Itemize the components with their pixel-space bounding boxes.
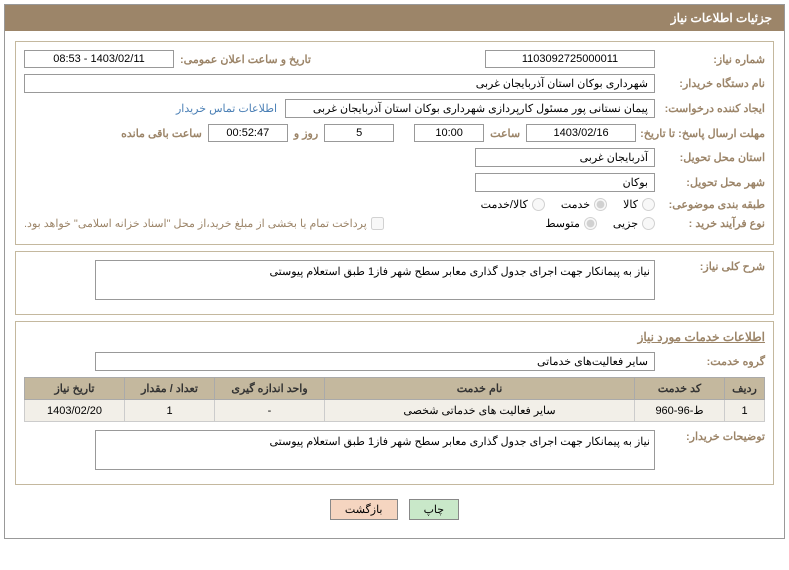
th-name: نام خدمت xyxy=(325,378,635,400)
proc-type-radios: جزیی متوسط xyxy=(533,217,655,230)
desc-field: نیاز به پیمانکار جهت اجرای جدول گذاری مع… xyxy=(95,260,655,300)
subject-cat-radios: کالا خدمت کالا/خدمت xyxy=(469,198,655,211)
td-qty: 1 xyxy=(125,400,215,422)
services-section: اطلاعات خدمات مورد نیاز گروه خدمت: سایر … xyxy=(15,321,774,485)
need-no-label: شماره نیاز: xyxy=(655,53,765,66)
group-field: سایر فعالیت‌های خدماتی xyxy=(95,352,655,371)
print-button[interactable]: چاپ xyxy=(409,499,460,520)
buyer-label: نام دستگاه خریدار: xyxy=(655,77,765,90)
days-field: 5 xyxy=(324,124,394,142)
deadline-label: مهلت ارسال پاسخ: تا تاریخ: xyxy=(636,127,765,140)
deadline-time-field: 10:00 xyxy=(414,124,484,142)
th-code: کد خدمت xyxy=(635,378,725,400)
payment-note-label: پرداخت تمام یا بخشی از مبلغ خرید،از محل … xyxy=(24,217,371,230)
th-unit: واحد اندازه گیری xyxy=(215,378,325,400)
proc-medium-radio xyxy=(584,217,597,230)
deadline-date-field: 1403/02/16 xyxy=(526,124,636,142)
td-date: 1403/02/20 xyxy=(25,400,125,422)
panel-header: جزئیات اطلاعات نیاز xyxy=(5,5,784,31)
subject-cat-label: طبقه بندی موضوعی: xyxy=(655,198,765,211)
contact-link[interactable]: اطلاعات تماس خریدار xyxy=(176,102,285,115)
buttons-row: چاپ بازگشت xyxy=(15,491,774,528)
buyer-note-label: توضیحات خریدار: xyxy=(655,430,765,443)
province-field: آذربایجان غربی xyxy=(475,148,655,167)
announce-field: 1403/02/11 - 08:53 xyxy=(24,50,174,68)
cat-goods-radio xyxy=(642,198,655,211)
time-label: ساعت xyxy=(484,127,526,140)
proc-minor-radio xyxy=(642,217,655,230)
th-row: ردیف xyxy=(725,378,765,400)
payment-checkbox xyxy=(371,217,384,230)
announce-label: تاریخ و ساعت اعلان عمومی: xyxy=(174,53,317,66)
city-label: شهر محل تحویل: xyxy=(655,176,765,189)
requester-label: ایجاد کننده درخواست: xyxy=(655,102,765,115)
info-section: شماره نیاز: 1103092725000011 تاریخ و ساع… xyxy=(15,41,774,245)
remaining-label: ساعت باقی مانده xyxy=(115,127,208,140)
services-table: ردیف کد خدمت نام خدمت واحد اندازه گیری ت… xyxy=(24,377,765,422)
group-label: گروه خدمت: xyxy=(655,355,765,368)
td-code: ط-96-960 xyxy=(635,400,725,422)
days-and-label: روز و xyxy=(288,127,324,140)
need-no-field: 1103092725000011 xyxy=(485,50,655,68)
services-title: اطلاعات خدمات مورد نیاز xyxy=(24,330,765,344)
province-label: استان محل تحویل: xyxy=(655,151,765,164)
requester-field: پیمان نستانی پور مسئول کارپردازی شهرداری… xyxy=(285,99,655,118)
proc-type-label: نوع فرآیند خرید : xyxy=(655,217,765,230)
td-unit: - xyxy=(215,400,325,422)
th-qty: تعداد / مقدار xyxy=(125,378,215,400)
td-row: 1 xyxy=(725,400,765,422)
cat-service-radio xyxy=(594,198,607,211)
desc-label: شرح کلی نیاز: xyxy=(655,260,765,273)
back-button[interactable]: بازگشت xyxy=(330,499,398,520)
city-field: بوکان xyxy=(475,173,655,192)
buyer-note-field: نیاز به پیمانکار جهت اجرای جدول گذاری مع… xyxy=(95,430,655,470)
td-name: سایر فعالیت های خدماتی شخصی xyxy=(325,400,635,422)
cat-goods-service-radio xyxy=(532,198,545,211)
table-row: 1 ط-96-960 سایر فعالیت های خدماتی شخصی -… xyxy=(25,400,765,422)
buyer-field: شهرداری بوکان استان آذربایجان غربی xyxy=(24,74,655,93)
countdown-field: 00:52:47 xyxy=(208,124,288,142)
desc-section: شرح کلی نیاز: نیاز به پیمانکار جهت اجرای… xyxy=(15,251,774,315)
th-date: تاریخ نیاز xyxy=(25,378,125,400)
